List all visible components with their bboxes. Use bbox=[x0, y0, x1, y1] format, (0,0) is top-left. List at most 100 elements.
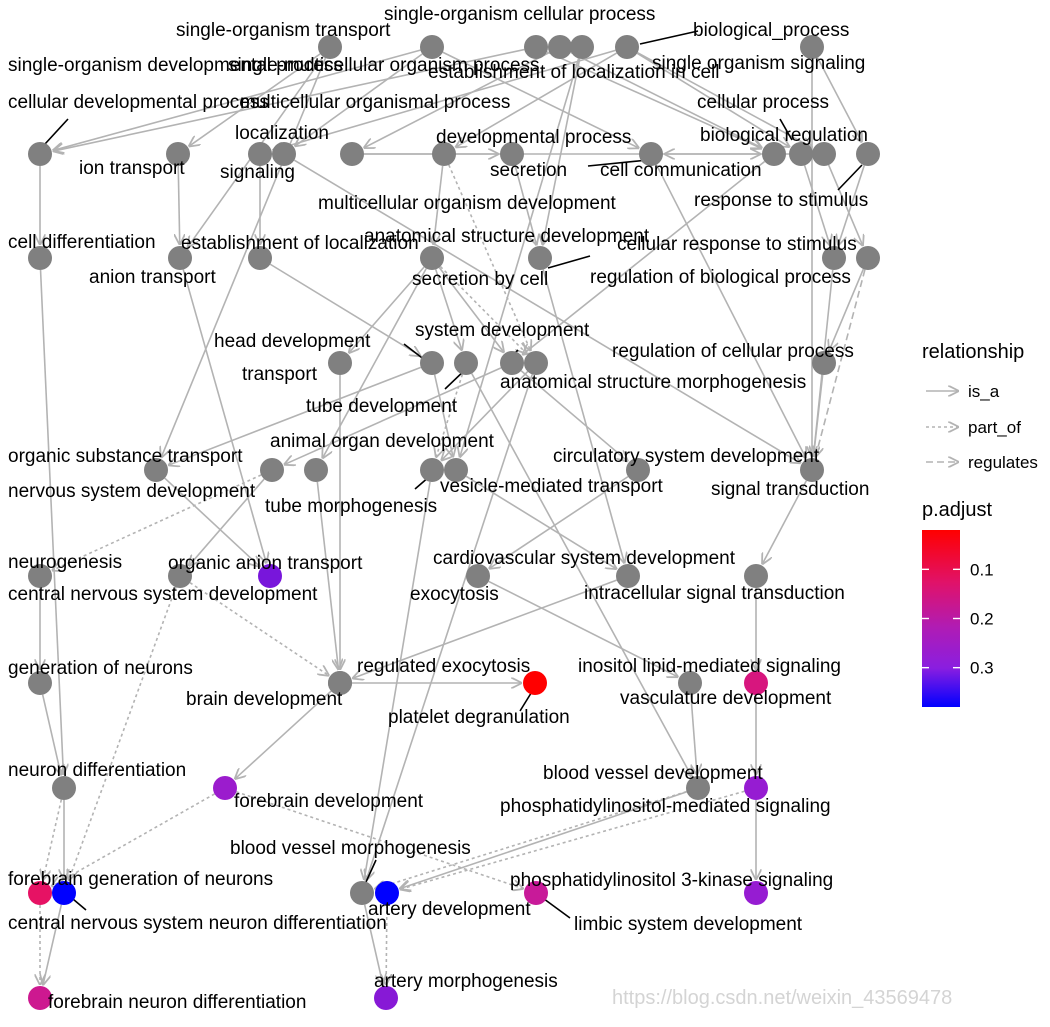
label-intracellular-signal-transduction: intracellular signal transduction bbox=[584, 583, 845, 604]
label-single-multicellular-organism-process: single-multicellular organism process bbox=[228, 55, 540, 76]
node-animal-organ-development bbox=[304, 458, 328, 482]
edge-part-of bbox=[439, 265, 526, 354]
label-tube-development: tube development bbox=[306, 396, 458, 417]
node-artery-morphogenesis bbox=[374, 986, 398, 1010]
edge-is-a bbox=[433, 374, 453, 457]
edge-part-of bbox=[448, 164, 531, 350]
label-cell-differentiation: cell differentiation bbox=[8, 232, 156, 253]
label-anion-transport: anion transport bbox=[89, 267, 216, 288]
edge-is-a bbox=[637, 52, 812, 148]
edge-is-a bbox=[41, 694, 61, 775]
edge-is-a bbox=[182, 269, 266, 563]
label-central-nervous-system-development: central nervous system development bbox=[8, 584, 318, 605]
edge-part-of bbox=[69, 586, 177, 880]
edge-part-of bbox=[375, 790, 687, 889]
edge-is-a bbox=[189, 53, 321, 146]
label-central-nervous-system-neuron-differentiation: central nervous system neuron differenti… bbox=[8, 913, 387, 934]
edge-is-a bbox=[54, 48, 525, 152]
label-anatomical-structure-morphogenesis: anatomical structure morphogenesis bbox=[500, 372, 806, 393]
label-cellular-response-to-stimulus: cellular response to stimulus bbox=[617, 234, 857, 255]
edge-is-a bbox=[546, 51, 761, 148]
node-central-nervous-system-neuron-differentiation bbox=[52, 881, 76, 905]
legend-label-regulates: regulates bbox=[968, 453, 1038, 472]
edge-layer bbox=[40, 48, 866, 985]
node-generation-of-neurons bbox=[28, 671, 52, 695]
label-single-organism-signaling: single organism signaling bbox=[652, 53, 865, 74]
node-forebrain-development bbox=[213, 776, 237, 800]
padjust-legend-title: p.adjust bbox=[922, 499, 992, 521]
label-platelet-degranulation: platelet degranulation bbox=[388, 707, 570, 728]
label-single-organism-developmental-process: single-organism developmental process bbox=[8, 55, 343, 76]
edge-is-a bbox=[54, 49, 421, 150]
node-system-development bbox=[500, 351, 524, 375]
node-cell-differentiation bbox=[28, 246, 52, 270]
edge-is-a bbox=[235, 690, 332, 778]
node-cell-communication bbox=[639, 142, 663, 166]
node-exocytosis bbox=[616, 564, 640, 588]
legend-key-is-a: is_a bbox=[926, 382, 1000, 401]
label-forebrain-generation-of-neurons: forebrain generation of neurons bbox=[8, 869, 273, 890]
node-head-development bbox=[328, 351, 352, 375]
label-limbic-system-development: limbic system development bbox=[574, 914, 803, 935]
edge-is-a bbox=[514, 165, 536, 245]
legend-key-part-of: part_of bbox=[926, 418, 1021, 437]
label-multicellular-organism-development: multicellular organism development bbox=[318, 193, 617, 214]
label-artery-morphogenesis: artery morphogenesis bbox=[374, 971, 558, 992]
node-secretion-by-cell bbox=[528, 246, 552, 270]
edge-is-a bbox=[543, 58, 581, 245]
label-nervous-system-development: nervous system development bbox=[8, 481, 256, 502]
label-organic-anion-transport: organic anion transport bbox=[168, 553, 363, 574]
label-animal-organ-development: animal organ development bbox=[270, 431, 495, 452]
edge-part-of bbox=[52, 793, 215, 886]
label-brain-development: brain development bbox=[186, 689, 343, 710]
label-inositol-lipid-mediated-signaling: inositol lipid-mediated signaling bbox=[578, 656, 841, 677]
node-limbic-system-development bbox=[524, 881, 548, 905]
label-single-organism-transport: single-organism transport bbox=[176, 20, 391, 41]
edge-is-a bbox=[488, 580, 678, 676]
label-establishment-of-localization: establishment of localization bbox=[181, 233, 419, 254]
node-developmental-process bbox=[432, 142, 456, 166]
leader-line-layer bbox=[44, 30, 863, 919]
label-vasculature-development: vasculature development bbox=[620, 688, 832, 709]
node-forebrain-neuron-differentiation bbox=[28, 986, 52, 1010]
node-organic-substance-transport bbox=[144, 458, 168, 482]
padjust-tick-label: 0.2 bbox=[970, 610, 994, 629]
label-generation-of-neurons: generation of neurons bbox=[8, 658, 193, 679]
edge-is-a bbox=[285, 367, 502, 464]
leader-blood-vessel-morphogenesis bbox=[365, 859, 377, 883]
label-forebrain-neuron-differentiation: forebrain neuron differentiation bbox=[48, 992, 306, 1013]
node-biological-process bbox=[615, 35, 639, 59]
label-regulation-of-biological-process: regulation of biological process bbox=[590, 267, 851, 288]
edge-is-a bbox=[316, 481, 338, 669]
node-signal-transduction bbox=[800, 458, 824, 482]
node-establishment-of-localization bbox=[248, 246, 272, 270]
legend-label-part-of: part_of bbox=[968, 418, 1021, 437]
node-blood-vessel-development bbox=[686, 776, 710, 800]
edge-is-a bbox=[164, 477, 260, 566]
edge-is-a bbox=[465, 475, 616, 568]
label-response-to-stimulus: response to stimulus bbox=[694, 190, 868, 211]
label-organic-substance-transport: organic substance transport bbox=[8, 446, 243, 467]
edge-is-a bbox=[763, 480, 808, 564]
node-multicellular-organismal-process bbox=[340, 142, 364, 166]
legend-label-is-a: is_a bbox=[968, 382, 1000, 401]
edge-part-of bbox=[189, 582, 328, 676]
label-blood-vessel-development: blood vessel development bbox=[543, 763, 763, 784]
edge-is-a bbox=[295, 53, 423, 146]
relationship-legend-title: relationship bbox=[922, 341, 1024, 363]
node-brain-development bbox=[328, 671, 352, 695]
leader-cellular-developmental-process bbox=[44, 118, 69, 145]
edge-is-a bbox=[471, 373, 692, 776]
padjust-tick-label: 0.3 bbox=[970, 659, 994, 678]
node-single-multicellular-organism-process bbox=[548, 35, 572, 59]
edge-is-a bbox=[43, 904, 63, 985]
node-tube-morphogenesis bbox=[420, 458, 444, 482]
label-neuron-differentiation: neuron differentiation bbox=[8, 760, 186, 781]
label-artery-development: artery development bbox=[368, 899, 531, 920]
label-cell-communication: cell communication bbox=[600, 160, 762, 181]
label-transport: transport bbox=[242, 364, 318, 385]
node-localization bbox=[248, 142, 272, 166]
node-forebrain-generation-of-neurons bbox=[28, 881, 52, 905]
relationship-legend: relationship is_a part_of regulates bbox=[922, 341, 1038, 472]
